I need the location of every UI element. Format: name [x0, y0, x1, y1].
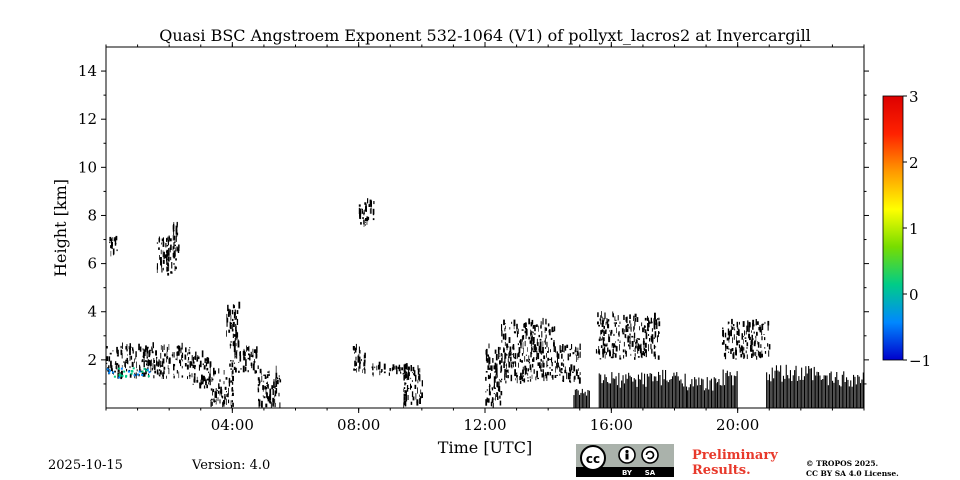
signal-region	[352, 343, 366, 374]
signal-region	[109, 235, 118, 257]
signal-region	[501, 317, 556, 384]
signal-region	[226, 301, 241, 349]
data-layer	[106, 198, 864, 408]
y-tick-label: 10	[78, 158, 97, 176]
signal-region	[156, 235, 177, 276]
ground-signal	[573, 388, 590, 408]
preliminary-line-2: Results.	[692, 463, 751, 478]
cc-icon	[580, 445, 606, 471]
copyright-line-2: CC BY SA 4.0 License.	[806, 469, 899, 478]
chart-title: Quasi BSC Angstroem Exponent 532-1064 (V…	[159, 26, 811, 45]
ground-signal	[687, 377, 717, 408]
signal-region	[403, 363, 423, 408]
y-tick-label: 12	[78, 110, 97, 128]
y-axis-label: Height [km]	[51, 179, 70, 277]
y-tick-label: 2	[87, 351, 97, 369]
signal-region	[172, 221, 180, 259]
footer-version: Version: 4.0	[192, 458, 271, 473]
preliminary-line-1: Preliminary	[692, 448, 778, 463]
signal-region	[229, 345, 259, 374]
ground-signal	[816, 371, 864, 408]
preliminary-notice: Preliminary Results.	[692, 448, 778, 478]
signal-region	[358, 198, 375, 227]
copyright-notice: © TROPOS 2025. CC BY SA 4.0 License.	[806, 459, 899, 479]
signal-region	[257, 365, 282, 408]
x-tick-label: 12:00	[463, 416, 506, 434]
x-tick-label: 08:00	[337, 416, 380, 434]
colorbar-tick-label: 2	[909, 154, 919, 172]
signal-region	[554, 343, 581, 384]
x-axis-label: Time [UTC]	[438, 438, 532, 457]
signal-region	[721, 318, 771, 360]
x-axis: 04:00 08:00 12:00 16:00 20:00	[105, 42, 865, 434]
ground-signal	[598, 372, 641, 408]
svg-text:cc: cc	[586, 452, 600, 466]
x-tick-label: 04:00	[211, 416, 254, 434]
colorbar-tick-label: −1	[909, 352, 931, 370]
low-value-pixels	[106, 367, 151, 379]
x-tick-label: 20:00	[716, 416, 759, 434]
y-tick-label: 8	[87, 206, 97, 224]
x-tick-label: 16:00	[590, 416, 633, 434]
signal-region	[191, 350, 212, 389]
y-axis: 2 4 6 8 10 12 14	[78, 62, 869, 385]
signal-region	[485, 343, 503, 408]
colorbar-ticks: 3 2 1 0 −1	[903, 88, 931, 370]
sa-icon	[641, 446, 659, 464]
colorbar-tick-label: 3	[909, 88, 919, 106]
ground-signal	[715, 369, 738, 408]
y-tick-label: 14	[78, 62, 97, 80]
plot-area	[106, 47, 864, 408]
colorbar	[882, 95, 904, 361]
y-tick-label: 4	[87, 303, 97, 321]
signal-region	[595, 311, 661, 360]
badge-sa-label: SA	[645, 469, 656, 477]
colorbar-tick-label: 1	[909, 220, 919, 238]
copyright-line-1: © TROPOS 2025.	[806, 459, 879, 468]
cc-license-badge: cc BY SA	[576, 444, 674, 477]
badge-by-label: BY	[622, 469, 633, 477]
ground-signal	[639, 369, 688, 408]
footer-date: 2025-10-15	[48, 458, 123, 473]
signal-region	[106, 342, 193, 380]
y-tick-label: 6	[87, 255, 97, 273]
colorbar-tick-label: 0	[909, 286, 919, 304]
